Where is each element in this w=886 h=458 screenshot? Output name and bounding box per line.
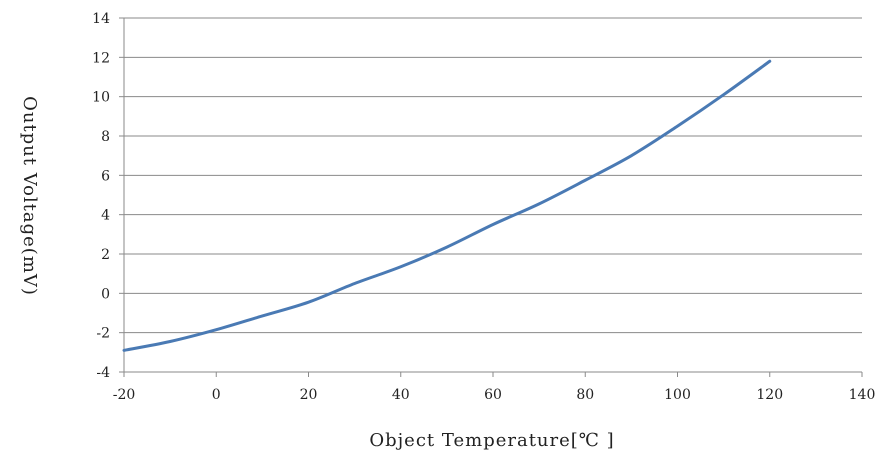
y-tick-label: 8 [101,129,110,145]
series-layer [122,59,772,352]
y-tick-label: 12 [92,50,110,66]
y-axis-title: Output Voltage(mV) [19,96,40,296]
y-tick-label: 0 [101,286,110,302]
y-tick-label: 2 [101,247,110,263]
y-tick-label: -4 [96,365,110,381]
x-tick-label: 120 [756,387,783,403]
grid-lines [124,17,862,334]
y-tick-label: 14 [92,11,110,27]
x-tick-label: 140 [849,387,876,403]
y-tick-label: 4 [101,208,110,224]
x-tick-label: 20 [300,387,318,403]
x-tick-label: 60 [484,387,502,403]
x-tick-label: 100 [664,387,691,403]
x-tick-label: 80 [576,387,594,403]
axes [119,17,863,377]
x-tick-label: 0 [212,387,221,403]
series-line [122,59,772,352]
y-tick-label: 10 [92,90,110,106]
y-tick-label: -2 [96,326,110,342]
y-tick-label: 6 [101,168,110,184]
x-tick-label: 40 [392,387,410,403]
x-axis-title: Object Temperature[℃ ] [369,430,614,451]
x-tick-label: -20 [113,387,136,403]
